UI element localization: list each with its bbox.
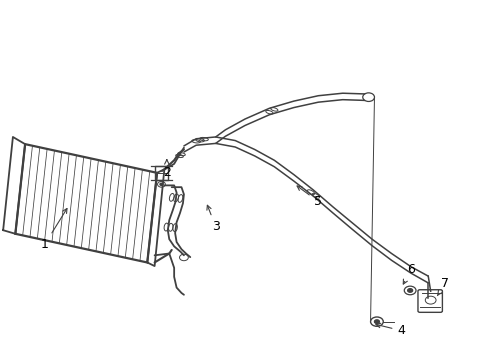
Text: 7: 7 xyxy=(438,278,449,296)
Text: 2: 2 xyxy=(163,160,171,179)
Circle shape xyxy=(374,320,379,323)
Text: 6: 6 xyxy=(403,263,415,284)
Text: 1: 1 xyxy=(41,208,67,251)
Circle shape xyxy=(160,183,163,185)
Text: 5: 5 xyxy=(297,186,322,208)
Text: 4: 4 xyxy=(376,323,405,337)
Circle shape xyxy=(408,289,413,292)
Text: 3: 3 xyxy=(207,205,220,233)
